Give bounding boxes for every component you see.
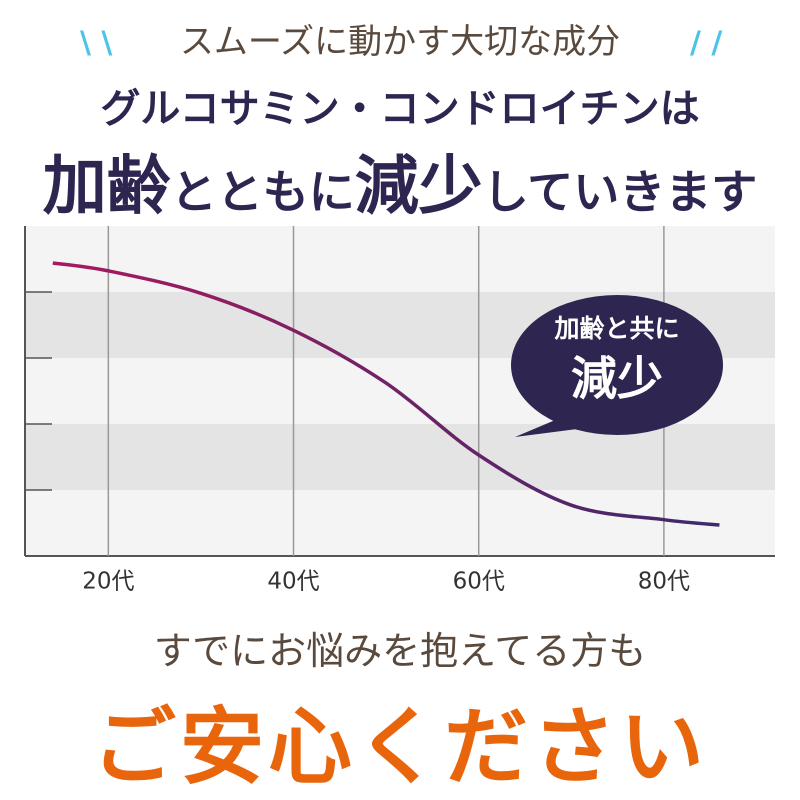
x-tick-label: 40代 bbox=[267, 569, 319, 595]
emphasis: 加齢 bbox=[42, 150, 171, 224]
deco: \ \ bbox=[80, 26, 112, 61]
x-tick-label: 60代 bbox=[453, 569, 505, 595]
header-line2: グルコサミン・コンドロイチンは bbox=[100, 86, 700, 132]
band bbox=[25, 424, 775, 490]
header-line1: スムーズに動かす大切な成分 bbox=[179, 22, 621, 62]
speech-bubble bbox=[511, 295, 723, 435]
line bbox=[52, 261, 720, 527]
deco: / / bbox=[690, 26, 722, 61]
bubble-line1: 加齢と共に bbox=[553, 314, 679, 343]
x-tick-label: 80代 bbox=[638, 569, 690, 595]
text: とともに bbox=[170, 165, 355, 219]
bubble-line2: 減少 bbox=[571, 352, 663, 406]
footer-line1: すでにお悩みを抱えてる方も bbox=[153, 629, 647, 673]
footer-line2: ご安心ください bbox=[91, 698, 708, 796]
text: していきます bbox=[482, 165, 758, 219]
y-axis-ticks bbox=[25, 291, 52, 491]
emphasis: 減少 bbox=[354, 150, 483, 224]
header-line3: 加齢とともに減少していきます bbox=[0, 135, 800, 227]
x-tick-label: 20代 bbox=[82, 569, 134, 595]
